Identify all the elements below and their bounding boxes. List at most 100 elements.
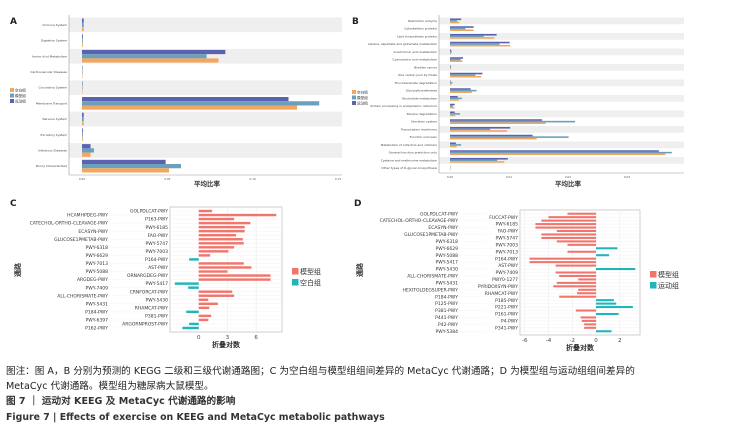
category-label: PWY-7409	[86, 285, 109, 291]
category-label: PYRIDOXSYN-PWY	[478, 284, 518, 290]
bar	[198, 246, 235, 249]
legend-label: 空白组	[300, 278, 321, 287]
x-tick-label: 0.03	[624, 175, 630, 179]
category-label: P221-PWY	[495, 305, 518, 311]
category-label: PWY-5431	[436, 280, 459, 286]
legend-label: 模型组	[357, 95, 368, 100]
bar-模型组	[82, 164, 181, 169]
x-tick-label: 0.02	[565, 175, 571, 179]
bar	[580, 316, 597, 319]
category-label: Cyanoamino acid metabolism	[392, 58, 437, 62]
row-stripe	[69, 80, 342, 95]
legend-swatch	[292, 279, 299, 286]
bar-空白组	[82, 74, 83, 79]
bar	[596, 254, 610, 257]
bar-模型组	[450, 144, 462, 146]
category-label: GLUCOSE1PMETAB-PWY	[54, 237, 108, 243]
bar-运动组	[450, 41, 510, 44]
bar-运动组	[82, 65, 83, 70]
category-label: CATECHOL-ORTHO-CLEAVAGE-PWY	[380, 218, 459, 224]
row-stripe	[439, 48, 684, 56]
legend-label: 模型组	[300, 267, 321, 276]
y-axis-title: 通路	[13, 262, 22, 277]
category-label: FAO-PWY	[498, 229, 519, 235]
category-label: Membrane Transport	[36, 101, 68, 105]
bar-模型组	[450, 66, 452, 69]
category-label: PWY-6185	[146, 225, 169, 231]
bar-模型组	[450, 113, 461, 115]
bar	[198, 254, 211, 257]
bar	[198, 314, 212, 318]
bar	[198, 213, 277, 217]
bar-模型组	[450, 151, 672, 154]
bar	[596, 302, 617, 305]
legend-label: 空白组	[357, 89, 368, 94]
category-label: Restriction enzyme	[408, 19, 437, 23]
row-stripe	[69, 111, 342, 127]
bar	[584, 323, 597, 326]
category-label: Amino Acid Metabolism	[32, 54, 67, 58]
category-label: Protein processing in endoplasmic reticu…	[371, 104, 438, 108]
bar	[198, 238, 243, 241]
bar	[577, 292, 597, 295]
category-label: Glycosyltransferases	[406, 89, 438, 93]
bar-空白组	[450, 37, 495, 39]
category-label: P4-PWY	[501, 319, 518, 325]
bar-空白组	[82, 121, 84, 126]
bar-运动组	[450, 49, 452, 52]
bar-模型组	[450, 136, 569, 138]
bar-模型组	[450, 27, 466, 30]
plot-panel	[169, 206, 283, 333]
category-label: Circulatory System	[39, 86, 68, 90]
category-label: Digestive System	[41, 39, 67, 43]
category-label: PWY0-1277	[492, 277, 518, 283]
bar	[189, 322, 199, 326]
category-label: ALL-CHORISMATE-PWY	[57, 293, 108, 299]
category-label: Arachidonic acid metabolism	[394, 50, 438, 54]
category-label: PWY-7409	[496, 270, 519, 276]
bar-运动组	[82, 34, 83, 39]
category-label: ECASYN-PWY	[78, 229, 108, 235]
row-stripe	[439, 79, 684, 87]
bar	[174, 282, 199, 285]
bar	[555, 264, 597, 267]
category-label: PWY-7003	[496, 242, 519, 248]
legend-swatch	[650, 282, 657, 289]
x-tick-label: 0.00	[447, 175, 453, 179]
bar-运动组	[82, 81, 83, 86]
category-label: GLUCOSE1PMETAB-PWY	[404, 232, 458, 238]
category-label: GOLPDLCAT-PWY	[130, 209, 168, 215]
bar-模型组	[450, 74, 476, 76]
bar-运动组	[450, 127, 511, 129]
bar-空白组	[450, 29, 474, 31]
bar	[198, 278, 271, 281]
bar	[596, 247, 618, 250]
category-label: P185-PWY	[495, 298, 518, 304]
x-tick-label: 3	[226, 335, 230, 341]
bar-运动组	[450, 134, 533, 137]
category-label: ECASYN-PWY	[428, 225, 458, 231]
bar-模型组	[450, 43, 500, 45]
category-label: P184-PWY	[435, 294, 458, 300]
bar-运动组	[450, 72, 483, 75]
category-label: ALL-CHORISMATE-PWY	[407, 274, 458, 280]
category-label: AST-PWY	[148, 265, 168, 271]
category-label: Excretory System	[41, 133, 68, 137]
bar-空白组	[450, 161, 505, 163]
x-axis-title: 平均比率	[555, 179, 582, 188]
bar-运动组	[82, 128, 83, 133]
bar	[556, 240, 597, 243]
x-tick-label: -6	[522, 338, 528, 344]
category-label: P125-PWY	[435, 301, 458, 307]
row-stripe	[439, 157, 684, 164]
category-label: PWY-6629	[86, 253, 109, 259]
bar-空白组	[450, 153, 666, 155]
bar	[198, 217, 235, 221]
category-label: PWY-5431	[86, 301, 109, 307]
bar-运动组	[450, 65, 451, 67]
bar-空白组	[82, 105, 298, 110]
caption-note-line1: 图注：图 A，B 分别为预测的 KEGG 二级和三级代谢通路图；C 为空白组与模…	[6, 366, 635, 377]
category-label: AST-PWY	[498, 263, 518, 269]
row-stripe	[69, 17, 342, 33]
